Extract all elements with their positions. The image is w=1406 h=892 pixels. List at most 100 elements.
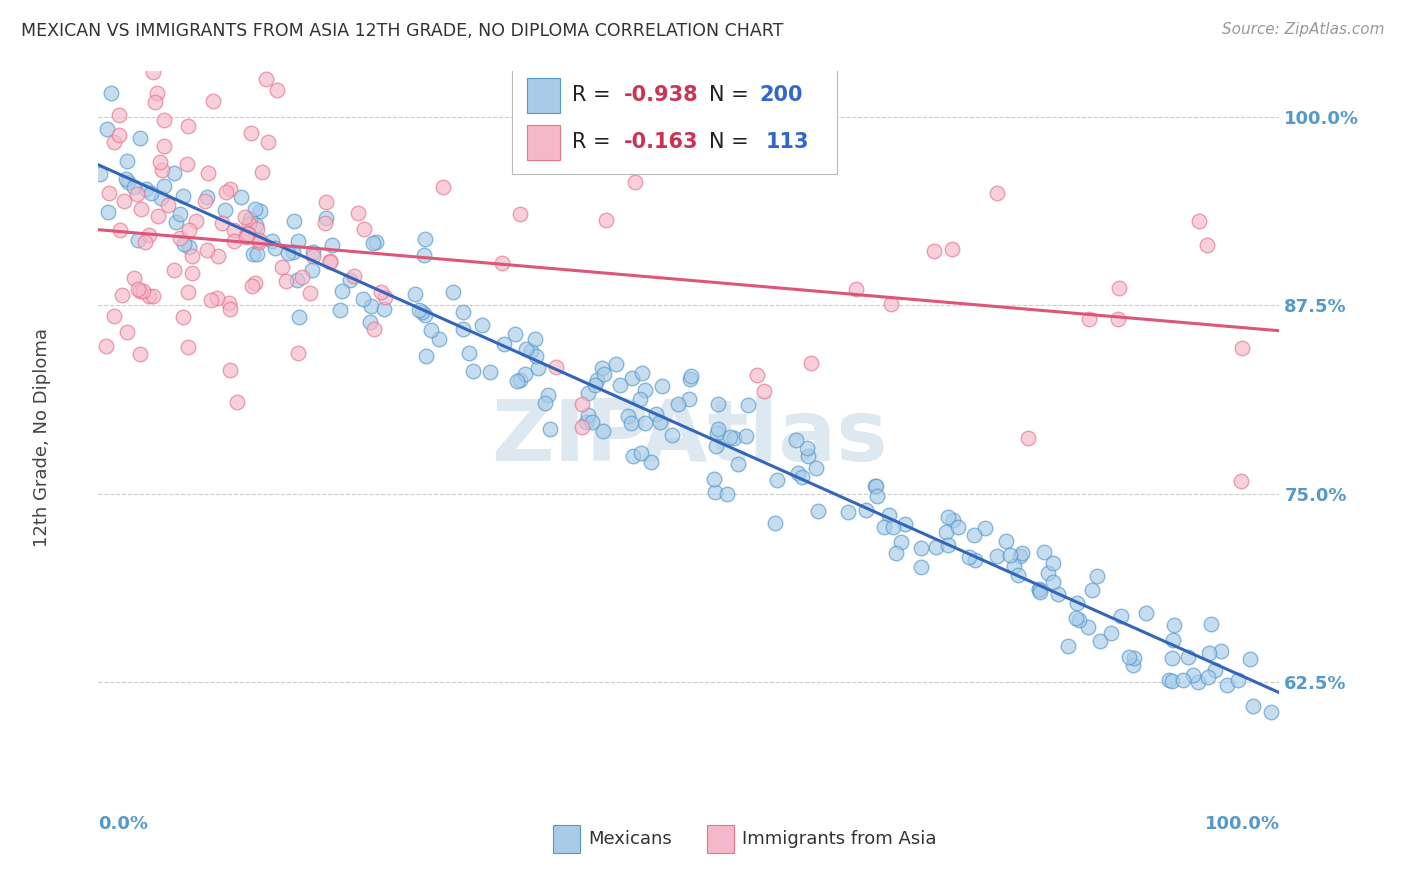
Point <box>363 322 385 336</box>
Point <box>373 301 395 316</box>
Text: -0.163: -0.163 <box>624 132 699 153</box>
Point <box>1209 644 1232 658</box>
Point <box>134 235 156 250</box>
Point <box>330 285 353 299</box>
Point <box>352 292 374 306</box>
Point <box>727 458 749 472</box>
Point <box>301 263 323 277</box>
Point <box>986 549 1008 563</box>
Point <box>583 378 606 392</box>
Point <box>634 417 657 431</box>
Point <box>1122 658 1144 673</box>
Point <box>1161 674 1184 689</box>
Point <box>96 122 118 136</box>
Point <box>948 520 970 534</box>
Point <box>181 266 204 280</box>
Point <box>366 235 388 249</box>
Point <box>1118 649 1140 664</box>
Point <box>800 356 823 370</box>
Point <box>252 165 274 179</box>
Point <box>287 235 309 249</box>
Point <box>1002 559 1025 574</box>
Text: N =: N = <box>709 132 755 153</box>
Text: 200: 200 <box>759 85 803 105</box>
Point <box>226 394 249 409</box>
Point <box>262 234 284 248</box>
Text: ZIPAtlas: ZIPAtlas <box>491 395 887 479</box>
Point <box>238 217 260 231</box>
Point <box>153 112 176 127</box>
Text: -0.938: -0.938 <box>624 85 699 105</box>
Point <box>441 285 464 299</box>
Point <box>1007 568 1029 582</box>
Point <box>592 424 614 438</box>
Point <box>877 508 900 522</box>
Point <box>679 372 702 386</box>
Point <box>716 487 738 501</box>
Point <box>910 541 932 555</box>
Point <box>1085 569 1108 583</box>
Point <box>245 276 267 290</box>
Point <box>544 360 567 375</box>
Point <box>129 202 152 216</box>
Point <box>513 367 536 381</box>
Point <box>661 428 683 442</box>
Point <box>621 370 644 384</box>
Point <box>1028 582 1050 596</box>
Point <box>451 305 474 319</box>
Bar <box>707 825 734 853</box>
Point <box>941 242 963 256</box>
Point <box>519 343 541 358</box>
Point <box>254 71 277 86</box>
Point <box>678 392 700 406</box>
Point <box>176 157 198 171</box>
Point <box>141 186 163 201</box>
Point <box>266 82 288 96</box>
Point <box>628 392 651 406</box>
Point <box>1135 606 1157 620</box>
Point <box>207 249 229 263</box>
Point <box>329 303 352 318</box>
Point <box>1077 620 1099 634</box>
Point <box>240 279 263 293</box>
Point <box>197 190 219 204</box>
Point <box>315 195 337 210</box>
Point <box>242 247 264 261</box>
Point <box>1081 583 1104 598</box>
Point <box>222 234 245 248</box>
Point <box>884 546 907 560</box>
Point <box>361 235 384 250</box>
Point <box>298 285 321 300</box>
Point <box>224 223 246 237</box>
Point <box>571 420 593 434</box>
Point <box>218 182 240 196</box>
Point <box>998 548 1021 562</box>
Text: R =: R = <box>572 132 617 153</box>
Point <box>707 397 730 411</box>
Point <box>942 513 965 527</box>
Point <box>995 534 1018 549</box>
Point <box>103 309 125 323</box>
Point <box>666 397 689 411</box>
Point <box>301 244 323 259</box>
Point <box>415 349 437 363</box>
Point <box>163 263 186 277</box>
Point <box>458 345 481 359</box>
Point <box>413 247 436 261</box>
Point <box>115 154 138 169</box>
Point <box>1198 646 1220 660</box>
Point <box>211 216 233 230</box>
Point <box>1230 341 1253 355</box>
Point <box>1066 611 1088 625</box>
Point <box>129 131 152 145</box>
Point <box>146 210 169 224</box>
Point <box>1177 650 1199 665</box>
Point <box>374 290 396 304</box>
Point <box>419 323 441 337</box>
Point <box>218 301 240 316</box>
Point <box>215 185 238 199</box>
Point <box>283 214 305 228</box>
Point <box>621 449 644 463</box>
Point <box>1057 640 1080 654</box>
Point <box>135 182 157 196</box>
